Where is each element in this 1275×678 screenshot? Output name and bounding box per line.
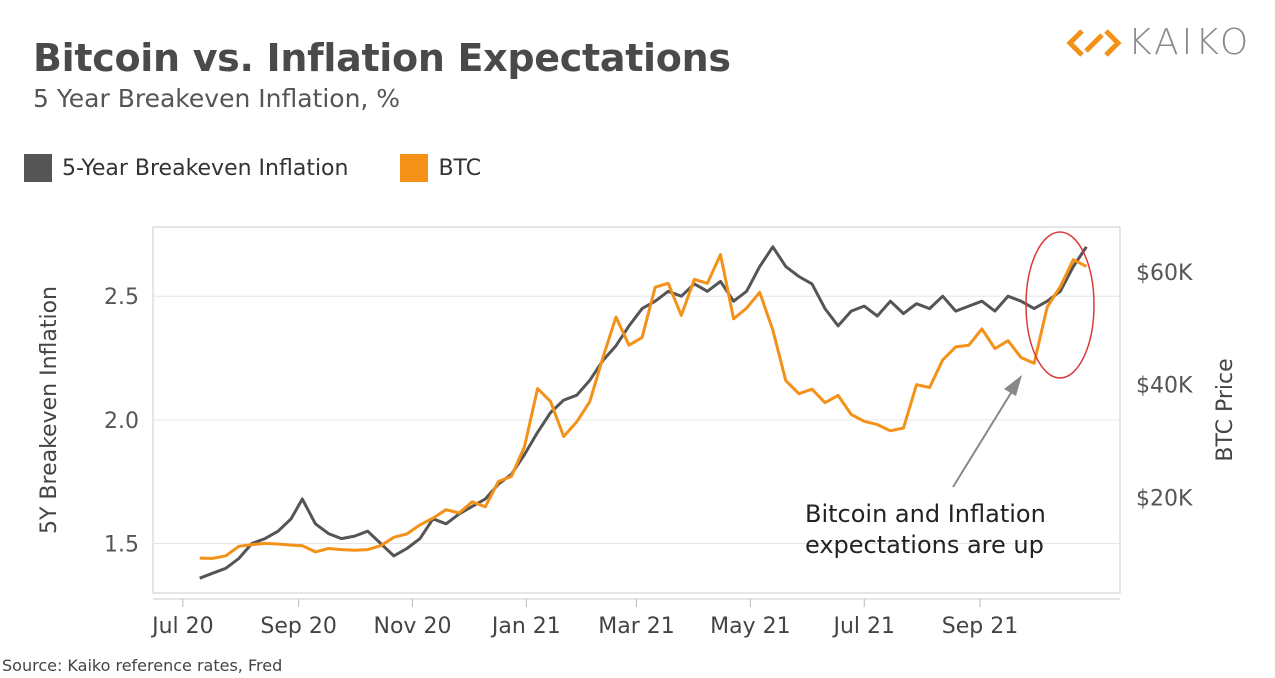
annotation-text-line: expectations are up xyxy=(805,531,1044,559)
annotation-arrow-line xyxy=(952,387,1015,488)
annotation-text: Bitcoin and Inflation expectations are up xyxy=(805,500,1046,559)
legend-label-btc: BTC xyxy=(438,155,482,181)
legend-swatch-inflation xyxy=(24,154,52,182)
series-line-inflation xyxy=(199,245,1088,580)
legend-swatch-btc xyxy=(400,154,429,182)
plot-frame xyxy=(152,226,1121,594)
kaiko-logo: KAIKO xyxy=(1066,22,1251,63)
y2-tick-label: $60K xyxy=(1136,261,1193,286)
annotation-arrow-head xyxy=(1004,375,1022,396)
kaiko-logo-icon xyxy=(1066,28,1122,57)
x-tick-label: Jul 21 xyxy=(831,614,895,639)
chart-legend: 5-Year Breakeven Inflation BTC xyxy=(24,154,533,182)
y-tick-label: 2.5 xyxy=(104,285,139,310)
y2-axis-title: BTC Price xyxy=(1213,358,1238,461)
y-tick-label: 2.0 xyxy=(104,409,139,434)
x-tick-label: Sep 20 xyxy=(260,614,336,639)
x-tick-label: May 21 xyxy=(710,614,790,639)
x-tick-label: Sep 21 xyxy=(942,614,1018,639)
y-axis-title: 5Y Breakeven Inflation xyxy=(37,286,62,534)
y2-tick-label: $40K xyxy=(1136,374,1193,399)
annotation-text-line: Bitcoin and Inflation xyxy=(805,500,1046,528)
legend-item-btc[interactable]: BTC xyxy=(400,154,481,182)
source-note: Source: Kaiko reference rates, Fred xyxy=(2,656,283,675)
y2-tick-label: $20K xyxy=(1136,486,1193,511)
highlight-ellipse xyxy=(1025,231,1095,379)
x-tick-label: Jan 21 xyxy=(490,614,561,639)
chart-subtitle: 5 Year Breakeven Inflation, % xyxy=(33,84,401,113)
series-line-btc xyxy=(199,253,1088,560)
x-tick-label: Jul 20 xyxy=(150,614,214,639)
legend-item-inflation[interactable]: 5-Year Breakeven Inflation xyxy=(24,154,348,182)
x-tick-label: Mar 21 xyxy=(598,614,675,639)
y-tick-label: 1.5 xyxy=(104,533,139,558)
kaiko-logo-text: KAIKO xyxy=(1128,22,1252,63)
chart-title: Bitcoin vs. Inflation Expectations xyxy=(33,36,731,80)
x-tick-label: Nov 20 xyxy=(374,614,452,639)
legend-label-inflation: 5-Year Breakeven Inflation xyxy=(62,155,349,181)
